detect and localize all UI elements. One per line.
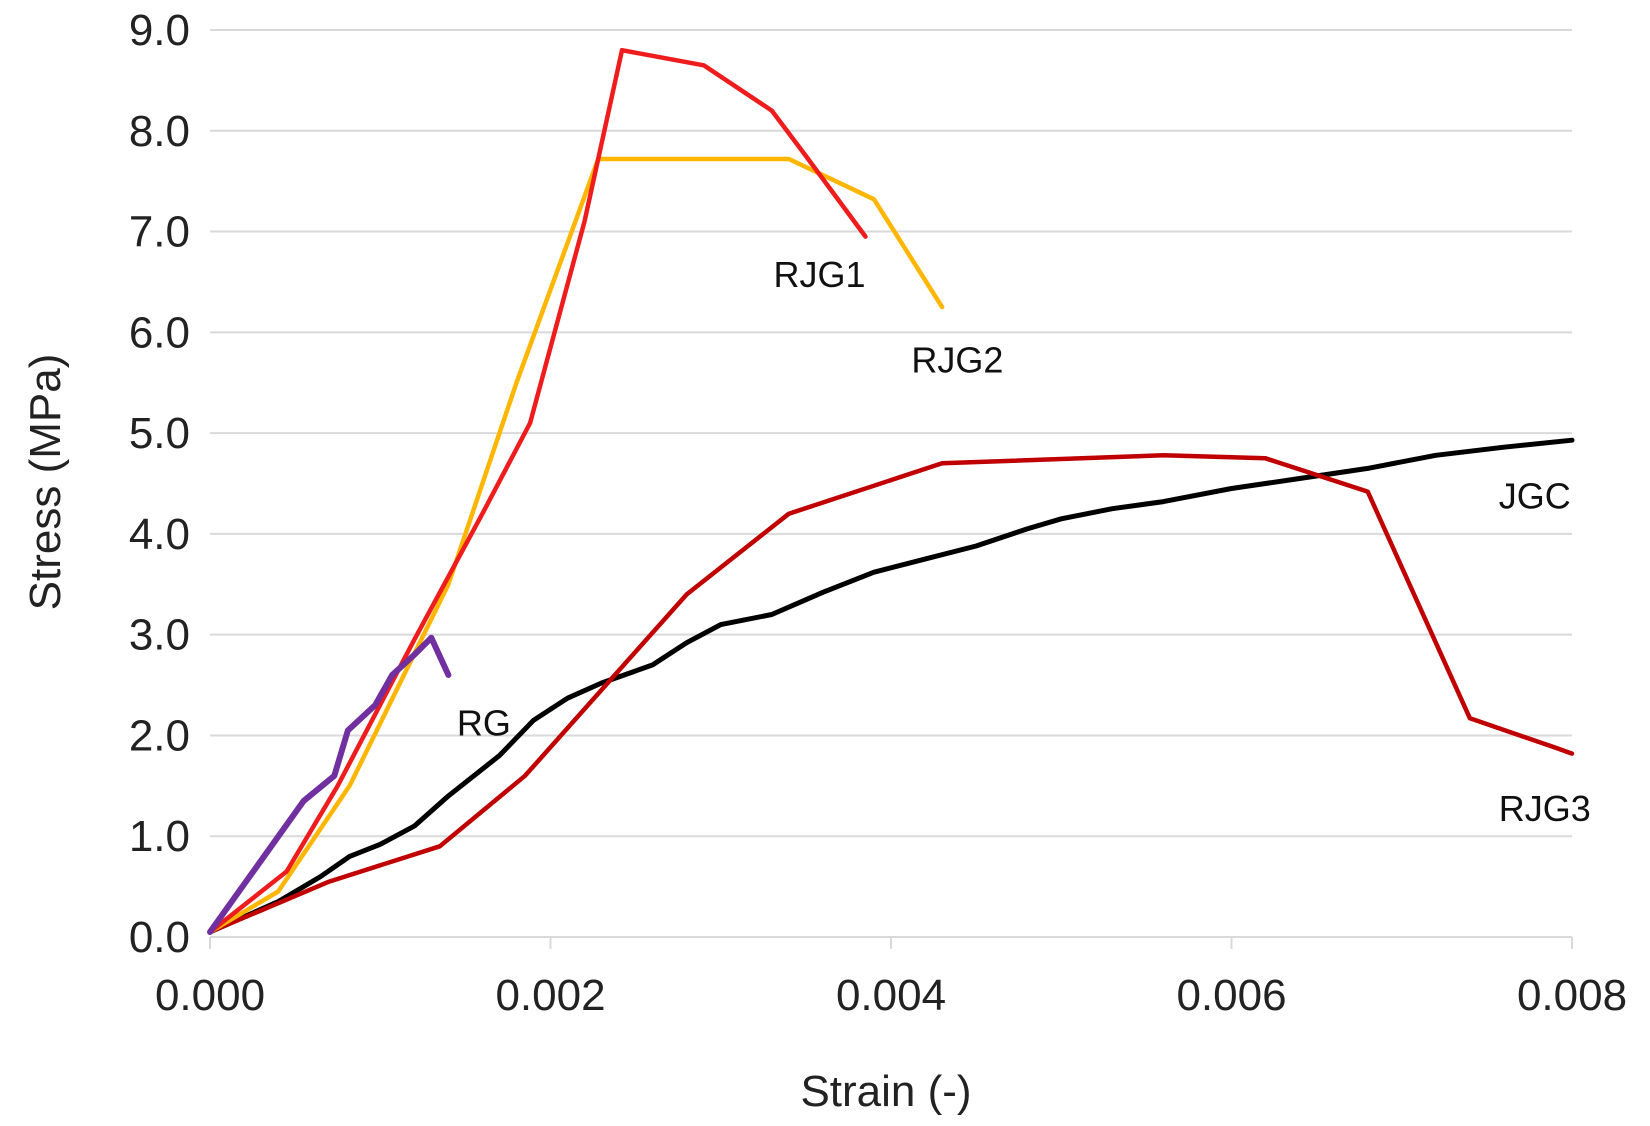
series-label-rjg1: RJG1 bbox=[774, 254, 866, 295]
y-axis-title: Stress (MPa) bbox=[21, 354, 70, 611]
y-tick-label: 0.0 bbox=[129, 913, 190, 962]
y-tick-label: 8.0 bbox=[129, 107, 190, 156]
series-line-rjg2 bbox=[207, 156, 945, 935]
axes: 0.0 1.0 2.0 3.0 4.0 5.0 6.0 7.0 8.0 9.0 0.000 0.002… bbox=[129, 6, 1627, 1020]
x-axis-title: Strain (-) bbox=[800, 1067, 971, 1116]
x-tick-label: 0.002 bbox=[495, 971, 605, 1020]
x-tick-label: 0.000 bbox=[155, 971, 265, 1020]
x-tick-label: 0.004 bbox=[836, 971, 946, 1020]
x-tick-label: 0.008 bbox=[1517, 971, 1627, 1020]
y-tick-label: 2.0 bbox=[129, 711, 190, 760]
x-tick-label: 0.006 bbox=[1176, 971, 1286, 1020]
y-tick-label: 3.0 bbox=[129, 611, 190, 660]
series-line-rjg3 bbox=[207, 453, 1575, 935]
y-tick-label: 5.0 bbox=[129, 409, 190, 458]
series-labels: RG RJG1 RJG2 RJG3 JGC bbox=[457, 254, 1591, 829]
gridlines bbox=[210, 29, 1572, 838]
series-label-jgc: JGC bbox=[1499, 476, 1571, 517]
series-label-rg: RG bbox=[457, 702, 511, 743]
series-line-rg bbox=[207, 634, 452, 935]
series-label-rjg3: RJG3 bbox=[1499, 788, 1591, 829]
y-tick-label: 7.0 bbox=[129, 208, 190, 257]
series-lines bbox=[207, 47, 1575, 935]
series-label-rjg2: RJG2 bbox=[911, 340, 1003, 381]
series-line-rjg1 bbox=[207, 47, 868, 935]
series-line-jgc bbox=[207, 437, 1575, 935]
y-tick-label: 1.0 bbox=[129, 812, 190, 861]
y-tick-label: 6.0 bbox=[129, 308, 190, 357]
y-tick-label: 9.0 bbox=[129, 6, 190, 55]
y-tick-label: 4.0 bbox=[129, 510, 190, 559]
